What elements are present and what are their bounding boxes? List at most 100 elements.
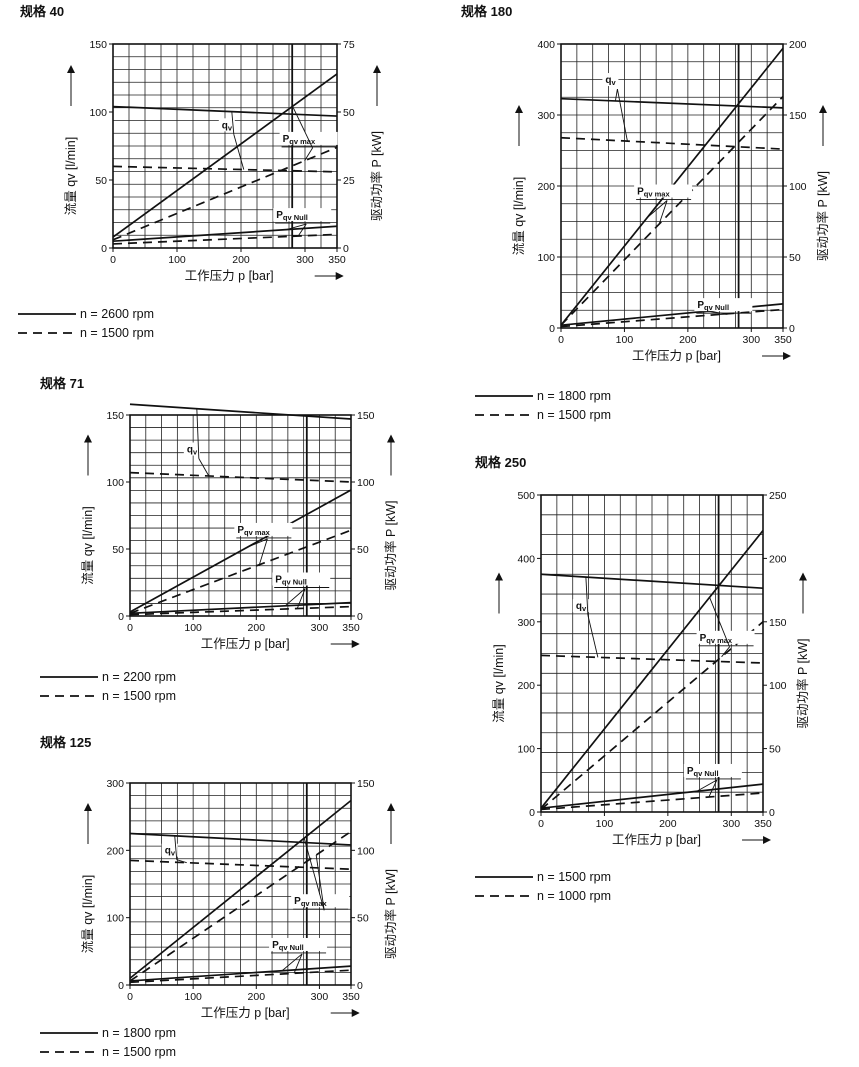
label-pmax: Pqv max	[237, 525, 270, 537]
y-tick-label-left: 100	[517, 744, 535, 756]
y-tick-label-left: 300	[537, 110, 555, 122]
curve-label-pnull: Pqv Null	[269, 937, 328, 974]
label-qv: qv	[605, 75, 616, 87]
x-tick-label: 300	[723, 818, 741, 830]
label-bg	[694, 298, 753, 312]
series-qv-dashed	[129, 471, 352, 483]
chart-title: 规格 125	[40, 735, 91, 750]
curve-label-pnull: Pqv Null	[694, 298, 753, 315]
x-tick-label: 350	[328, 254, 346, 266]
label-leader	[292, 106, 314, 149]
label-leader	[233, 134, 245, 170]
series-qv-dashed	[540, 654, 764, 664]
series-pqv-max-solid	[112, 73, 338, 238]
label-sub: qv Null	[704, 303, 729, 312]
label-sub: v	[582, 604, 587, 613]
label-bg	[634, 184, 693, 198]
plot-frame	[112, 43, 338, 249]
y-tick-label-left: 0	[549, 323, 555, 335]
grid	[541, 495, 763, 812]
x-tick-label: 100	[184, 622, 202, 634]
series-pqv-null-dashed	[112, 233, 338, 245]
label-sub: qv max	[706, 636, 733, 645]
curve-label-pmax: Pqv max	[291, 838, 350, 911]
y-tick-label-right: 150	[357, 778, 375, 790]
plot-frame	[129, 414, 352, 617]
y-tick-label-right: 25	[343, 175, 355, 187]
series-pqv-null-dashed	[129, 969, 352, 984]
label-leader	[616, 88, 628, 142]
curve-label-pmax: Pqv max	[634, 184, 693, 225]
label-qv: qv	[165, 846, 176, 858]
series-qv-solid	[129, 832, 352, 846]
label-sub: qv max	[644, 190, 671, 199]
x-tick-label: 0	[558, 334, 564, 346]
y-tick-label-right: 100	[789, 181, 807, 193]
x-tick-label: 100	[168, 254, 186, 266]
y-tick-label-left: 300	[517, 617, 535, 629]
y-tick-label-left: 200	[537, 181, 555, 193]
y-tick-label-right: 0	[769, 807, 775, 819]
y-tick-label-right: 50	[357, 544, 369, 556]
series-pqv-max-solid	[540, 529, 764, 809]
label-pnull: Pqv Null	[276, 210, 308, 222]
series-pqv-max-dashed	[129, 529, 352, 615]
label-leader	[658, 200, 668, 225]
x-tick-label: 300	[311, 991, 329, 1003]
y-tick-label-right: 150	[357, 410, 375, 422]
label-leader	[198, 458, 210, 477]
chart-c71: 规格 710 100 200 300 350050100150050100150工作压力…	[40, 376, 398, 703]
curve-label-pnull: Pqv Null	[273, 208, 332, 237]
label-qv: qv	[187, 445, 198, 457]
label-sub: qv Null	[279, 943, 304, 952]
x-tick-label: 100	[184, 991, 202, 1003]
x-tick-label: 200	[232, 254, 250, 266]
legend-dashed-label: n = 1500 rpm	[102, 1045, 176, 1059]
y-tick-label-left: 50	[112, 544, 124, 556]
y-tick-label-left: 0	[118, 611, 124, 623]
plot-frame	[540, 494, 764, 813]
y-tick-label-right: 100	[357, 477, 375, 489]
x-tick-label: 200	[679, 334, 697, 346]
legend: n = 2600 rpm n = 1500 rpm	[18, 307, 154, 340]
y-tick-label-right: 50	[343, 107, 355, 119]
y-tick-label-left: 100	[89, 107, 107, 119]
y-tick-label-left: 200	[517, 680, 535, 692]
series-pqv-max-solid	[129, 799, 352, 979]
y-axis-label-left: 流量 qv [l/min]	[512, 177, 526, 256]
label-leader	[646, 200, 668, 219]
legend: n = 1800 rpm n = 1500 rpm	[40, 1026, 176, 1059]
label-leader	[196, 408, 200, 459]
y-tick-label-left: 500	[517, 490, 535, 502]
curve-label-qv: qv	[161, 835, 187, 864]
label-leader	[303, 838, 325, 911]
grid	[130, 415, 351, 616]
y-axis-label-right: 驱动功率 P [kW]	[383, 869, 398, 959]
label-leader	[696, 779, 718, 792]
x-tick-label: 0	[538, 818, 544, 830]
y-tick-label-right: 150	[789, 110, 807, 122]
label-leader	[231, 111, 235, 135]
label-bg	[272, 572, 331, 586]
label-pmax: Pqv max	[294, 896, 327, 908]
series-pqv-null-dashed	[540, 792, 764, 811]
series-pqv-null-dashed	[129, 605, 352, 616]
y-tick-label-left: 400	[537, 39, 555, 51]
y-axis-label-left: 流量 qv [l/min]	[81, 875, 95, 954]
series-qv-solid	[112, 105, 338, 117]
x-axis-label: 工作压力 p [bar]	[201, 1006, 290, 1020]
x-tick-label: 300	[311, 622, 329, 634]
label-pnull: Pqv Null	[687, 766, 719, 778]
label-bg	[572, 599, 589, 613]
x-tick-label: 200	[248, 622, 266, 634]
curve-label-pmax: Pqv max	[696, 597, 755, 658]
chart-title: 规格 40	[20, 4, 64, 19]
legend-solid-label: n = 2600 rpm	[80, 307, 154, 321]
grid	[561, 44, 783, 328]
label-bg	[234, 522, 293, 536]
y-tick-label-right: 0	[343, 243, 349, 255]
x-tick-label: 200	[659, 818, 677, 830]
label-leader	[284, 588, 306, 607]
legend: n = 2200 rpm n = 1500 rpm	[40, 670, 176, 703]
legend-solid-label: n = 2200 rpm	[102, 670, 176, 684]
